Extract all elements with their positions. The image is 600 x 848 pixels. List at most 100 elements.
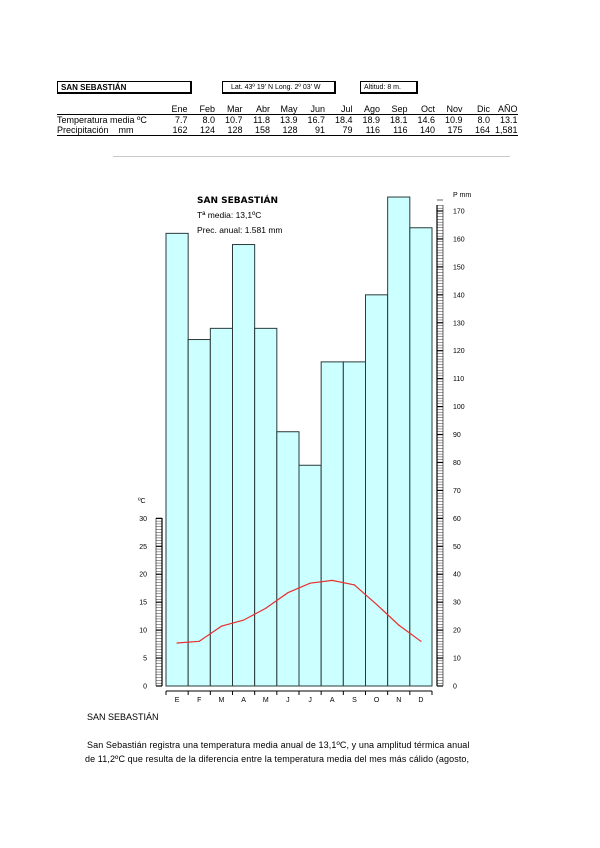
altitude: Altitud: 8 m. (364, 84, 401, 91)
table-cell: 13.1 (499, 115, 518, 125)
station-name: SAN SEBASTIÁN (61, 83, 127, 92)
table-cell: 128 (215, 125, 243, 136)
month-header: May (270, 104, 298, 115)
separator-line (113, 156, 510, 157)
precipitation-bar (320, 361, 344, 687)
temperature-point (198, 640, 200, 642)
precipitation-bar (298, 464, 322, 687)
month-header: Sep (380, 104, 408, 115)
month-header: AÑO (490, 104, 518, 115)
temperature-point (176, 642, 178, 644)
precipitation-bar (165, 232, 189, 687)
table-cell: 1,581 (490, 125, 518, 136)
right-tick-label: 0 (453, 684, 457, 691)
altitude-box: Altitud: 8 m. (360, 81, 418, 94)
month-header: Oct (407, 104, 435, 115)
temperature-point (265, 607, 267, 609)
table-cell: 7.7 (174, 115, 188, 125)
row-label: Precipitación mm (57, 125, 160, 136)
x-tick-label: F (197, 697, 201, 704)
right-tick-label: 30 (453, 600, 461, 607)
temperature-line (177, 579, 422, 644)
right-tick-label: 80 (453, 460, 461, 467)
right-tick-label: 120 (453, 348, 465, 355)
right-tick-label: 20 (453, 628, 461, 635)
right-tick-label: 150 (453, 264, 465, 271)
month-header: Feb (187, 104, 215, 115)
table-cell: 8.0 (202, 115, 215, 125)
paragraph-line-1: San Sebastián registra una temperatura m… (87, 740, 470, 750)
temperature-point (375, 603, 378, 606)
x-tick-label: O (374, 697, 380, 704)
table-header-row: Ene Feb Mar Abr May Jun Jul Ago Sep Oct Nov Dic AÑO (57, 104, 518, 115)
month-header: Abr (242, 104, 270, 115)
x-tick-label: D (418, 697, 423, 704)
coordinates: Lat. 43º 19' N Long. 2º 03' W (231, 84, 321, 91)
table-cell: 162 (160, 125, 188, 136)
x-tick-label: J (286, 697, 290, 704)
month-header: Mar (215, 104, 243, 115)
temperature-point (398, 624, 400, 626)
temperature-point (331, 579, 333, 581)
table-cell: 13.9 (279, 115, 298, 125)
table-cell: 116 (352, 125, 380, 136)
month-header: Ago (352, 104, 380, 115)
table-row-temperature: Temperatura media ºC 7.7 8.0 10.7 11.8 13.9 1… (57, 115, 518, 126)
month-header: Jul (325, 104, 353, 115)
paragraph-line-2: de 11,2ºC que resulta de la diferencia e… (85, 754, 470, 764)
table-cell: 124 (187, 125, 215, 136)
axis-ticks: 0102030405060708090100110120130140150160… (139, 199, 465, 704)
x-tick-label: A (330, 697, 335, 704)
precipitation-bar (209, 327, 233, 687)
table-cell: 158 (242, 125, 270, 136)
right-axis-label: P mm (453, 192, 471, 199)
left-tick-label: 0 (143, 684, 147, 691)
left-tick-label: 10 (139, 628, 147, 635)
right-tick-label: 110 (453, 376, 464, 383)
left-tick-label: 30 (139, 516, 147, 523)
left-tick-label: 15 (139, 600, 147, 607)
precipitation-bar (409, 227, 433, 687)
month-header: Ene (160, 104, 188, 115)
table-cell: 128 (270, 125, 298, 136)
station-name-box: SAN SEBASTIÁN (57, 81, 192, 94)
right-tick-label: 10 (453, 656, 461, 663)
climate-table: Ene Feb Mar Abr May Jun Jul Ago Sep Oct Nov Dic AÑO … (57, 104, 518, 136)
chart-subtitle-prec: Prec. anual: 1.581 mm (197, 225, 283, 235)
left-tick-label: 25 (139, 544, 147, 551)
table-cell: 116 (380, 125, 408, 136)
right-tick-label: 90 (453, 432, 461, 439)
table-cell: 175 (435, 125, 463, 136)
table-cell: 79 (325, 125, 353, 136)
precipitation-bar (187, 339, 211, 687)
precipitation-bar (276, 431, 300, 687)
chart-subtitle-temp: Tª media: 13,1ºC (197, 210, 261, 220)
temperature-point (309, 582, 311, 584)
table-cell: 91 (297, 125, 325, 136)
month-header: Dic (462, 104, 490, 115)
temperature-point (420, 640, 422, 642)
left-tick-label: 20 (139, 572, 147, 579)
temperature-point (242, 619, 245, 621)
table-cell: 18.4 (334, 115, 353, 125)
x-tick-label: J (308, 697, 312, 704)
right-tick-label: 170 (453, 209, 465, 216)
x-tick-label: A (241, 697, 246, 704)
table-cell: 18.1 (389, 115, 408, 125)
right-tick-label: 100 (453, 404, 465, 411)
right-tick-label: 60 (453, 516, 461, 523)
table-cell: 11.8 (253, 115, 270, 125)
table-cell: 164 (462, 125, 490, 136)
month-header: Jun (297, 104, 325, 115)
table-cell: 10.7 (224, 115, 243, 125)
right-tick-label: 50 (453, 544, 461, 551)
precipitation-bars (165, 196, 433, 687)
precipitation-bar (387, 196, 411, 687)
right-tick-label: 160 (453, 236, 465, 243)
table-cell: 10.9 (444, 115, 463, 125)
left-axis-label: ºC (138, 498, 146, 505)
table-cell: 14.6 (417, 115, 435, 125)
table-cell: 18.9 (362, 115, 380, 125)
temperature-point (353, 584, 356, 586)
